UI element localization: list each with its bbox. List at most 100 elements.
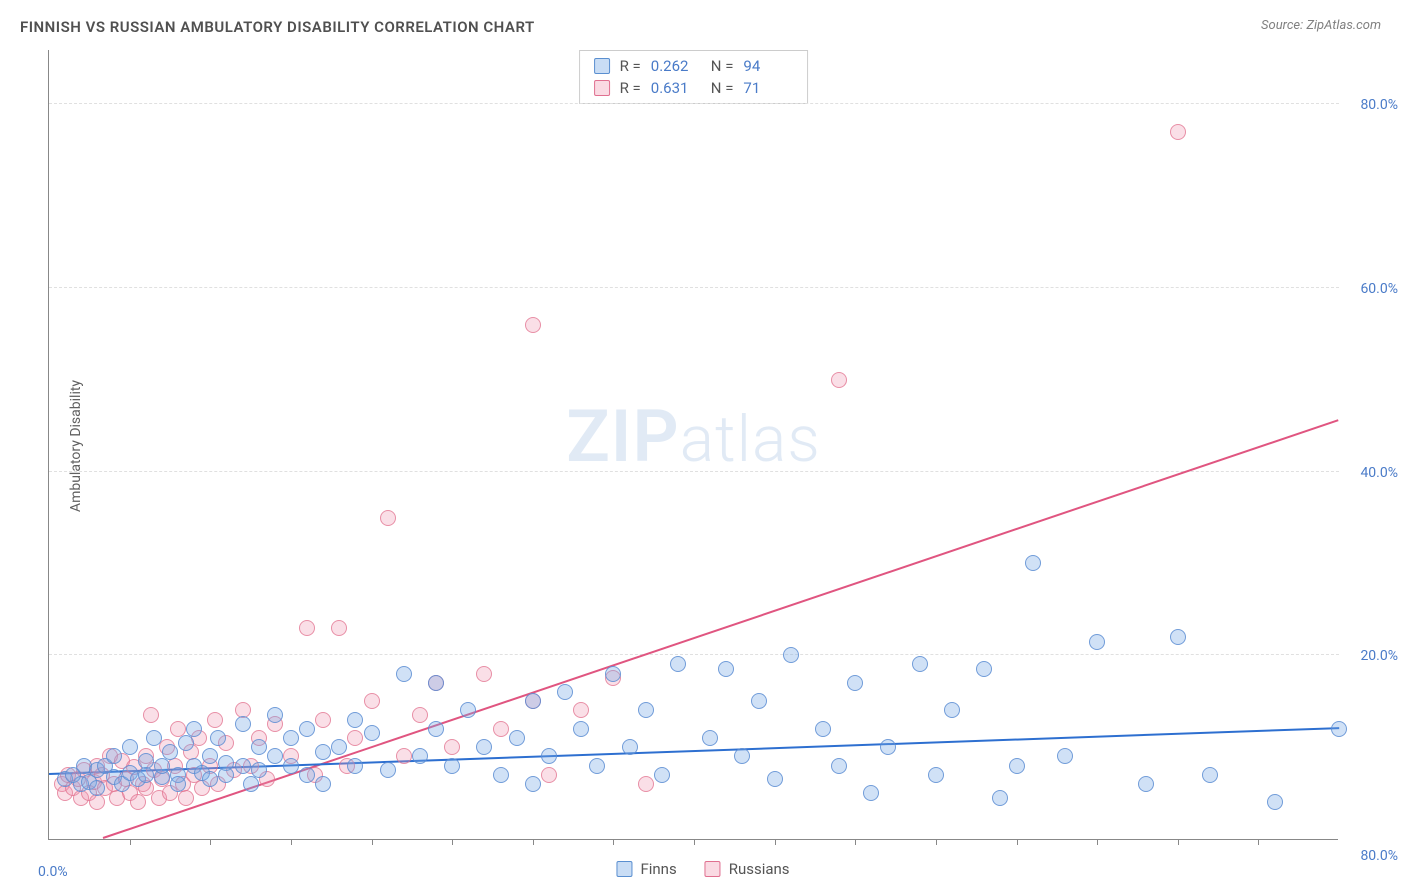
- x-tick: [291, 839, 292, 845]
- correlation-legend: R = 0.262 N = 94 R = 0.631 N = 71: [579, 50, 809, 104]
- watermark: ZIPatlas: [566, 394, 821, 479]
- data-point: [638, 776, 654, 792]
- data-point: [218, 767, 234, 783]
- series-legend: Finns Russians: [616, 860, 789, 878]
- data-point: [509, 730, 525, 746]
- data-point: [767, 771, 783, 787]
- data-point: [299, 620, 315, 636]
- data-point: [251, 762, 267, 778]
- data-point: [122, 739, 138, 755]
- data-point: [605, 666, 621, 682]
- data-point: [493, 721, 509, 737]
- data-point: [89, 794, 105, 810]
- source-label: Source:: [1261, 18, 1306, 33]
- data-point: [976, 661, 992, 677]
- axis-origin-label: 0.0%: [38, 864, 68, 880]
- data-point: [1267, 794, 1283, 810]
- data-point: [525, 693, 541, 709]
- x-tick: [855, 839, 856, 845]
- data-point: [207, 712, 223, 728]
- x-tick: [533, 839, 534, 845]
- swatch-finns-icon: [594, 58, 610, 74]
- data-point: [202, 748, 218, 764]
- data-point: [178, 790, 194, 806]
- data-point: [380, 762, 396, 778]
- data-point: [364, 693, 380, 709]
- legend-label-finns: Finns: [640, 860, 676, 878]
- data-point: [235, 758, 251, 774]
- data-point: [670, 656, 686, 672]
- data-point: [1089, 634, 1105, 650]
- gridline: [49, 287, 1339, 288]
- watermark-zip: ZIP: [566, 394, 679, 479]
- x-tick: [1097, 839, 1098, 845]
- data-point: [364, 725, 380, 741]
- data-point: [396, 666, 412, 682]
- data-point: [143, 707, 159, 723]
- data-point: [622, 739, 638, 755]
- r-value-finns: 0.262: [651, 57, 701, 75]
- data-point: [267, 707, 283, 723]
- n-label: N =: [711, 57, 734, 75]
- data-point: [428, 675, 444, 691]
- data-point: [315, 744, 331, 760]
- data-point: [299, 767, 315, 783]
- data-point: [251, 739, 267, 755]
- data-point: [315, 776, 331, 792]
- data-point: [541, 767, 557, 783]
- trend-line-pink: [103, 419, 1339, 839]
- data-point: [235, 716, 251, 732]
- data-point: [243, 776, 259, 792]
- data-point: [162, 744, 178, 760]
- data-point: [412, 748, 428, 764]
- x-tick: [613, 839, 614, 845]
- data-point: [154, 758, 170, 774]
- data-point: [299, 721, 315, 737]
- legend-row-russians: R = 0.631 N = 71: [594, 77, 794, 99]
- data-point: [654, 767, 670, 783]
- x-tick: [372, 839, 373, 845]
- x-max-label: 80.0%: [1360, 848, 1398, 864]
- r-label: R =: [620, 79, 641, 97]
- data-point: [1138, 776, 1154, 792]
- data-point: [170, 776, 186, 792]
- data-point: [573, 721, 589, 737]
- data-point: [444, 739, 460, 755]
- data-point: [1009, 758, 1025, 774]
- data-point: [476, 739, 492, 755]
- data-point: [1202, 767, 1218, 783]
- data-point: [638, 702, 654, 718]
- y-tick-label: 20.0%: [1360, 648, 1398, 664]
- x-tick: [1017, 839, 1018, 845]
- data-point: [831, 758, 847, 774]
- data-point: [928, 767, 944, 783]
- n-value-russians: 71: [743, 79, 793, 97]
- data-point: [283, 758, 299, 774]
- data-point: [718, 661, 734, 677]
- legend-label-russians: Russians: [729, 860, 790, 878]
- data-point: [412, 707, 428, 723]
- data-point: [783, 647, 799, 663]
- data-point: [396, 748, 412, 764]
- data-point: [444, 758, 460, 774]
- data-point: [202, 771, 218, 787]
- y-tick-label: 80.0%: [1360, 97, 1398, 113]
- data-point: [1331, 721, 1347, 737]
- data-point: [1057, 748, 1073, 764]
- data-point: [863, 785, 879, 801]
- r-value-russians: 0.631: [651, 79, 701, 97]
- data-point: [186, 721, 202, 737]
- data-point: [428, 721, 444, 737]
- data-point: [138, 767, 154, 783]
- x-tick: [452, 839, 453, 845]
- gridline: [49, 103, 1339, 104]
- swatch-russians-icon: [705, 861, 721, 877]
- x-tick: [130, 839, 131, 845]
- data-point: [573, 702, 589, 718]
- r-label: R =: [620, 57, 641, 75]
- source-name: ZipAtlas.com: [1306, 18, 1381, 33]
- data-point: [347, 730, 363, 746]
- gridline: [49, 654, 1339, 655]
- data-point: [476, 666, 492, 682]
- data-point: [210, 730, 226, 746]
